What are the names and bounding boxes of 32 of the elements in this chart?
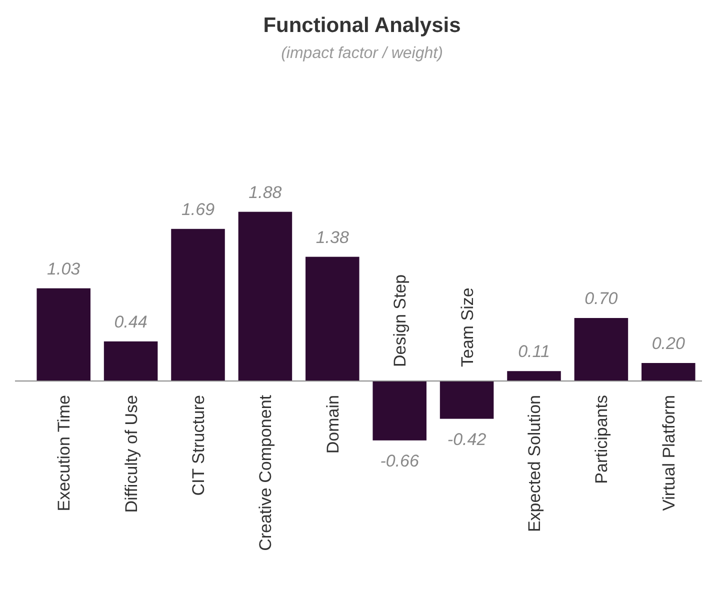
x-tick-label: Execution Time (54, 395, 74, 512)
data-label: 1.03 (47, 259, 81, 278)
x-tick-label: Domain (323, 395, 342, 454)
bar (372, 381, 426, 440)
data-label: 1.38 (316, 228, 350, 247)
x-tick-label: Virtual Platform (659, 395, 678, 511)
bar (171, 228, 225, 381)
bar (507, 371, 561, 381)
data-label: 0.11 (518, 342, 550, 362)
x-tick-label: Team Size (458, 288, 477, 367)
bar (642, 363, 696, 381)
data-label: 1.69 (181, 200, 216, 219)
bar (574, 318, 628, 381)
bar (36, 288, 90, 381)
x-tick-label: Expected Solution (525, 395, 544, 532)
x-tick-label: Design Step (390, 274, 410, 367)
chart-subtitle: (impact factor / weight) (281, 45, 443, 62)
chart-title: Functional Analysis (263, 14, 461, 37)
data-label: 0.44 (114, 312, 148, 332)
x-tick-label: CIT Structure (189, 395, 208, 496)
x-tick-label: Creative Component (256, 394, 276, 551)
bar (306, 256, 360, 381)
x-tick-label: Participants (592, 395, 612, 484)
bar (238, 212, 292, 381)
data-label: 1.88 (248, 182, 282, 202)
data-label: -0.42 (447, 430, 487, 449)
data-label: 0.70 (584, 289, 618, 308)
bar (440, 381, 494, 419)
data-label: 0.20 (652, 334, 686, 353)
x-tick-label: Difficulty of Use (122, 395, 141, 513)
bar (104, 341, 158, 381)
data-label: -0.66 (380, 451, 420, 470)
